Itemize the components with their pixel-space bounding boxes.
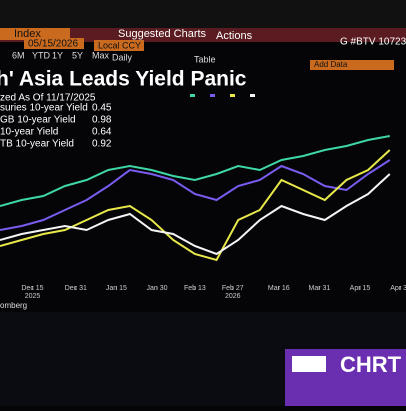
range-button[interactable]: 5Y bbox=[72, 50, 83, 60]
date-box[interactable] bbox=[24, 38, 84, 49]
legend-name: suries 10-year Yield bbox=[0, 103, 88, 114]
legend-name: GB 10-year Yield bbox=[0, 115, 76, 126]
period[interactable]: Daily bbox=[112, 52, 133, 62]
brand-icon bbox=[292, 356, 326, 372]
legend-swatch bbox=[250, 94, 255, 97]
x-tick-label: Jan 30 bbox=[146, 285, 167, 292]
chart-title: h' Asia Leads Yield Panic bbox=[0, 68, 247, 91]
year-label: 2025 bbox=[25, 293, 41, 300]
x-tick-label: Feb 13 bbox=[184, 285, 206, 292]
x-tick-label: Apr 30 bbox=[390, 285, 406, 292]
index[interactable]: Index bbox=[14, 28, 41, 40]
legend-value: 0.45 bbox=[92, 103, 112, 114]
legend-value: 0.98 bbox=[92, 115, 112, 126]
series-line bbox=[0, 173, 391, 256]
actions[interactable]: Actions bbox=[216, 30, 253, 42]
x-tick-label: Mar 31 bbox=[308, 285, 330, 292]
range-button[interactable]: YTD bbox=[32, 50, 51, 60]
date[interactable]: 05/15/2026 bbox=[28, 39, 78, 50]
legend-value: 0.92 bbox=[92, 139, 112, 150]
subtitle: zed As Of 11/17/2025 bbox=[0, 93, 96, 104]
x-tick-label: Jan 15 bbox=[106, 285, 127, 292]
add-data-box[interactable] bbox=[310, 60, 394, 70]
currency-box[interactable] bbox=[94, 40, 144, 51]
series-line bbox=[0, 135, 390, 207]
x-tick-label: Feb 27 bbox=[222, 285, 244, 292]
x-tick-label: Mar 16 bbox=[268, 285, 290, 292]
add-data[interactable]: Add Data bbox=[314, 60, 348, 69]
x-tick-label: Dec 15 bbox=[21, 285, 43, 292]
currency[interactable]: Local CCY bbox=[98, 40, 141, 50]
legend-value: 0.64 bbox=[92, 127, 112, 138]
index-box[interactable] bbox=[0, 28, 70, 40]
year-label: 2026 bbox=[225, 293, 241, 300]
range-button[interactable]: Max bbox=[92, 50, 110, 60]
top-bar bbox=[0, 0, 406, 28]
legend-name: TB 10-year Yield bbox=[0, 139, 74, 150]
x-tick-label: Dec 31 bbox=[65, 285, 87, 292]
toolbar bbox=[0, 28, 406, 42]
legend-swatch bbox=[190, 94, 195, 97]
ticker: G #BTV 10723: Yie bbox=[340, 37, 406, 48]
legend-swatch bbox=[230, 94, 235, 97]
source: omberg bbox=[0, 301, 27, 310]
table[interactable]: Table bbox=[194, 54, 216, 64]
suggested[interactable]: Suggested Charts bbox=[118, 28, 207, 40]
series-line bbox=[0, 159, 391, 231]
legend-name: 10-year Yield bbox=[0, 127, 58, 138]
range-button[interactable]: 1Y bbox=[52, 50, 63, 60]
x-tick-label: Apr 15 bbox=[350, 285, 371, 292]
series-line bbox=[0, 149, 391, 262]
brand: CHRT bbox=[340, 352, 402, 377]
range-button[interactable]: 6M bbox=[12, 50, 25, 60]
legend-swatch bbox=[210, 94, 215, 97]
